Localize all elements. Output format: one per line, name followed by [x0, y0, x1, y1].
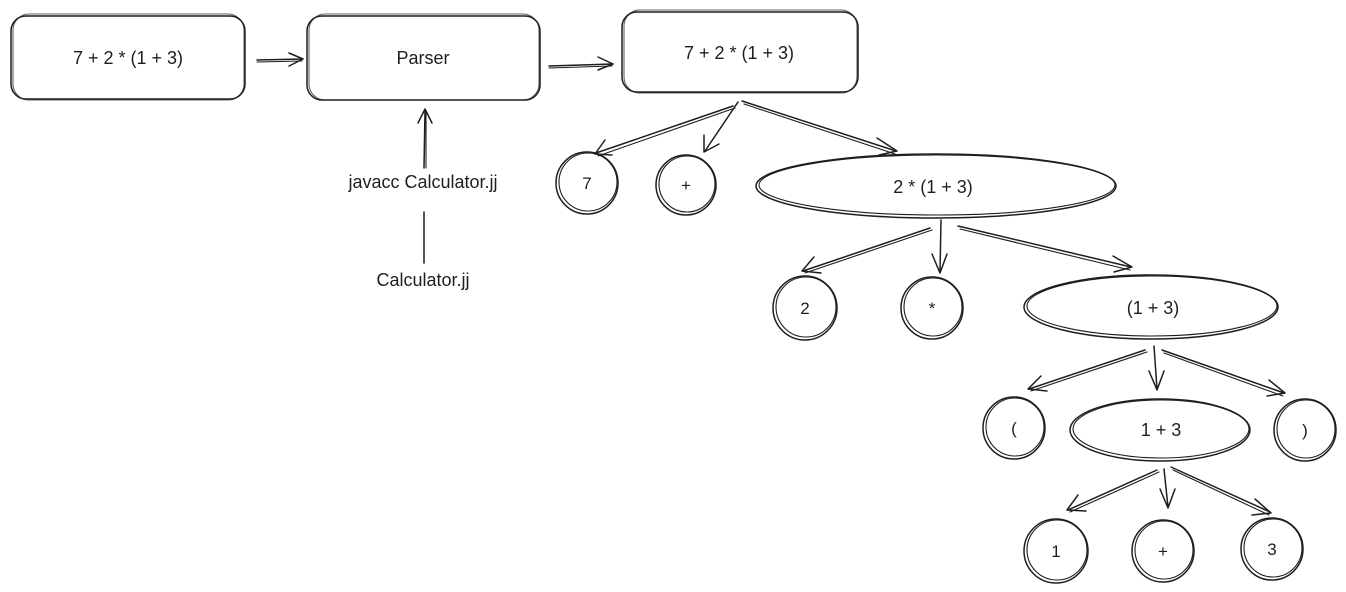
- tree-node-1-plus-3-label: 1 + 3: [1141, 420, 1182, 440]
- tree-node-close-paren: ): [1273, 398, 1337, 462]
- javacc-command-label: javacc Calculator.jj: [347, 172, 497, 192]
- input-expression-box: 7 + 2 * (1 + 3): [10, 13, 246, 101]
- tree-node-7-label: 7: [582, 174, 591, 193]
- tree-node-times-label: *: [929, 299, 936, 318]
- arrow-parser-to-root: [548, 56, 614, 71]
- tree-node-2: 2: [772, 275, 838, 341]
- grammar-file-label: Calculator.jj: [376, 270, 469, 290]
- edges-level3: [1027, 345, 1286, 397]
- parser-box: Parser: [306, 13, 541, 101]
- tree-node-open-paren-label: (: [1011, 419, 1017, 438]
- edges-level2: [801, 219, 1133, 274]
- tree-node-open-paren: (: [982, 396, 1046, 460]
- input-expression-label: 7 + 2 * (1 + 3): [73, 48, 183, 68]
- edges-level4: [1066, 466, 1272, 516]
- edges-root: [594, 100, 898, 157]
- tree-node-plus-1-label: +: [681, 176, 691, 195]
- tree-node-paren-group: (1 + 3): [1023, 274, 1279, 340]
- tree-node-3-label: 3: [1267, 540, 1276, 559]
- tree-node-2-times-group-label: 2 * (1 + 3): [893, 177, 973, 197]
- arrow-input-to-parser: [256, 52, 304, 67]
- tree-node-times: *: [900, 276, 964, 340]
- tree-node-1: 1: [1023, 518, 1089, 584]
- tree-root-box: 7 + 2 * (1 + 3): [621, 9, 859, 94]
- tree-node-2-times-group: 2 * (1 + 3): [755, 153, 1117, 219]
- tree-node-paren-group-label: (1 + 3): [1127, 298, 1180, 318]
- tree-node-3: 3: [1240, 517, 1304, 581]
- tree-node-1-plus-3: 1 + 3: [1069, 398, 1251, 462]
- tree-root-label: 7 + 2 * (1 + 3): [684, 43, 794, 63]
- tree-node-plus-2-label: +: [1158, 542, 1168, 561]
- tree-node-plus-1: +: [655, 154, 717, 216]
- tree-node-7: 7: [555, 151, 619, 215]
- tree-node-2-label: 2: [800, 299, 809, 318]
- tree-node-plus-2: +: [1131, 519, 1195, 583]
- tree-node-1-label: 1: [1051, 542, 1060, 561]
- parser-label: Parser: [396, 48, 449, 68]
- arrow-grammar-to-parser: [417, 108, 433, 264]
- tree-node-close-paren-label: ): [1302, 421, 1308, 440]
